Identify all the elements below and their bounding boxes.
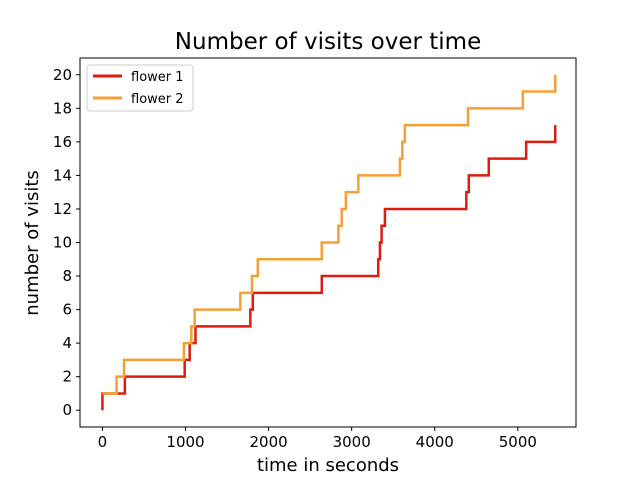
y-axis: 0 2 4 6 8 10 12 14 16 18 20 <box>53 66 80 419</box>
x-tick-label: 4000 <box>416 433 454 451</box>
x-axis-label: time in seconds <box>257 455 399 476</box>
y-tick-label: 20 <box>53 66 72 84</box>
y-tick-label: 14 <box>53 166 72 184</box>
y-tick-label: 10 <box>53 234 72 252</box>
series-line-flower-2 <box>102 74 557 395</box>
y-tick-label: 12 <box>53 200 72 218</box>
x-tick-label: 2000 <box>250 433 288 451</box>
x-tick-label: 0 <box>98 433 108 451</box>
y-tick-label: 16 <box>53 133 72 151</box>
legend-label-flower-1: flower 1 <box>131 70 184 85</box>
legend-label-flower-2: flower 2 <box>131 92 184 107</box>
chart-title: Number of visits over time <box>175 29 481 55</box>
y-tick-label: 8 <box>62 267 72 285</box>
series-layer <box>101 74 557 411</box>
legend: flower 1 flower 2 <box>86 64 194 112</box>
x-tick-label: 3000 <box>333 433 371 451</box>
plot-area <box>79 57 577 428</box>
x-tick-label: 1000 <box>166 433 204 451</box>
y-tick-label: 6 <box>62 301 72 319</box>
x-tick-label: 5000 <box>499 433 537 451</box>
series-line-flower-1 <box>101 125 557 411</box>
y-tick-label: 18 <box>53 99 72 117</box>
x-axis: 0 1000 2000 3000 4000 5000 <box>98 427 537 451</box>
y-tick-label: 4 <box>62 334 72 352</box>
y-tick-label: 2 <box>62 368 72 386</box>
y-tick-label: 0 <box>62 401 72 419</box>
y-axis-label: number of visits <box>22 170 43 316</box>
